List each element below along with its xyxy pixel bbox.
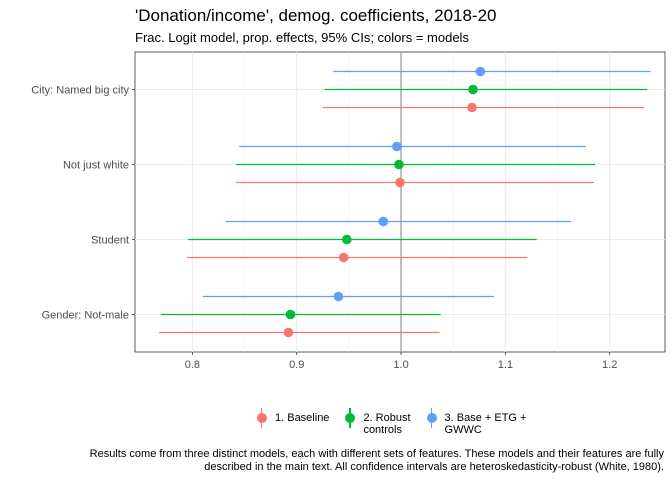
caption-line-1: Results come from three distinct models,…: [89, 448, 664, 460]
point-estimate: [285, 309, 296, 320]
y-axis: City: Named big city Not just white Studen…: [31, 85, 135, 322]
plot-panel: [134, 51, 666, 353]
point-estimate: [378, 216, 389, 227]
legend-item: 2. Robust controls: [343, 408, 411, 436]
legend-item: 3. Base + ETG + GWWC: [425, 408, 527, 436]
legend: 1. Baseline 2. Robust controls 3. Base + E…: [255, 408, 526, 436]
y-tick-label: Student: [91, 235, 129, 247]
chart-title: 'Donation/income', demog. coefficients, …: [135, 6, 497, 25]
coefficient-plot: City: Named big city Not just white Studen…: [31, 51, 666, 371]
point-estimate: [468, 84, 478, 95]
x-tick-label: 1.1: [498, 359, 513, 371]
point-estimate: [341, 234, 352, 245]
legend-item: 1. Baseline: [255, 408, 329, 436]
minor-gridlines: [244, 52, 558, 352]
legend-label: 1. Baseline: [275, 412, 330, 424]
point-estimate: [283, 327, 294, 338]
y-tick-label: Not just white: [63, 160, 129, 172]
x-tick-label: 1.0: [393, 359, 408, 371]
x-tick-label: 1.2: [602, 359, 617, 371]
legend-key: [343, 408, 357, 428]
point-estimate: [395, 177, 405, 188]
point-estimate: [392, 141, 402, 152]
chart-subtitle: Frac. Logit model, prop. effects, 95% CI…: [135, 30, 469, 45]
caption: Results come from three distinct models,…: [24, 448, 664, 474]
coefficient-marks: [158, 66, 651, 338]
x-axis: 0.8 0.9 1.0 1.1 1.2: [185, 352, 617, 371]
legend-key: [425, 408, 439, 428]
point-estimate: [333, 291, 344, 302]
legend-label: 2. Robust controls: [363, 412, 411, 436]
y-tick-label: Gender: Not-male: [42, 310, 129, 322]
point-estimate: [338, 252, 349, 263]
legend-label: 3. Base + ETG + GWWC: [444, 412, 527, 436]
point-estimate: [467, 102, 477, 113]
x-tick-label: 0.8: [185, 359, 200, 371]
point-estimate: [394, 159, 404, 170]
legend-key: [255, 408, 269, 428]
x-tick-label: 0.9: [289, 359, 304, 371]
point-estimate: [475, 66, 486, 77]
caption-line-2: described in the main text. All confiden…: [204, 461, 664, 473]
y-tick-label: City: Named big city: [31, 85, 129, 97]
